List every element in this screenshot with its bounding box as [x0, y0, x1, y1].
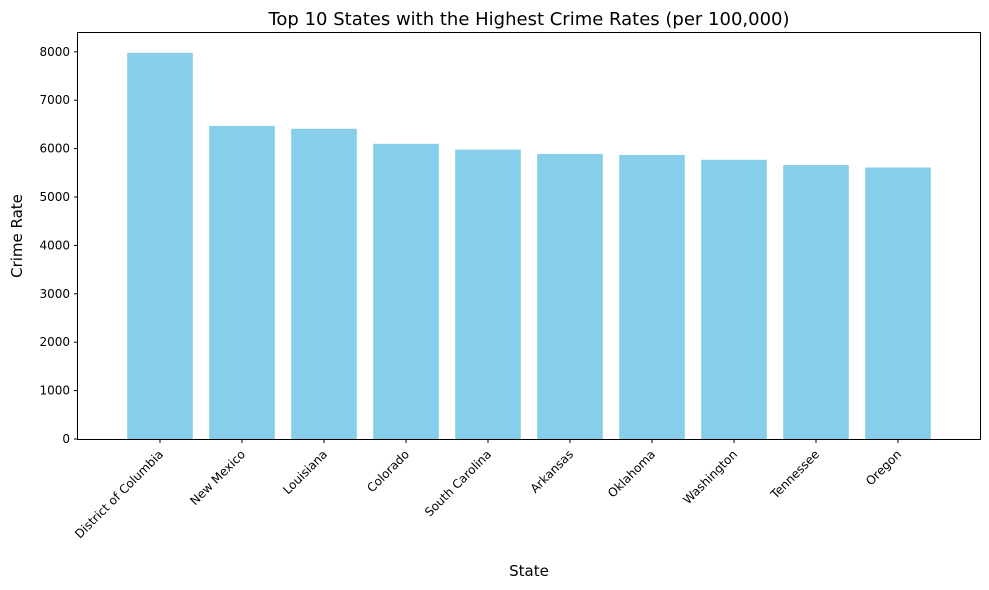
bar-district-of-columbia	[127, 52, 193, 439]
bar-arkansas	[537, 153, 603, 439]
bar-new-mexico	[209, 125, 275, 440]
x-tick-label: South Carolina	[422, 447, 494, 519]
y-tick-label: 2000	[39, 335, 70, 349]
bar-oregon	[865, 167, 931, 440]
bar-colorado	[373, 143, 439, 439]
x-tick-label: New Mexico	[187, 447, 248, 508]
y-tick-label: 7000	[39, 93, 70, 107]
bar-oklahoma	[619, 154, 685, 439]
y-tick-label: 1000	[39, 384, 70, 398]
y-tick-label: 4000	[39, 238, 70, 252]
y-tick-label: 6000	[39, 142, 70, 156]
x-tick-label: Tennessee	[767, 447, 822, 502]
x-tick-label: Oklahoma	[605, 447, 658, 500]
bar-tennessee	[783, 165, 849, 439]
x-tick-label: Colorado	[364, 447, 412, 495]
y-tick-label: 3000	[39, 287, 70, 301]
x-tick-label: Louisiana	[280, 447, 330, 497]
plot-frame	[77, 32, 981, 440]
bar-washington	[701, 159, 767, 439]
bar-louisiana	[291, 128, 357, 439]
y-tick-label: 0	[62, 432, 70, 446]
y-tick-label: 8000	[39, 45, 70, 59]
x-axis: District of Columbia New Mexico Louisiana C…	[72, 439, 904, 541]
x-tick-label: District of Columbia	[72, 447, 166, 541]
bar-south-carolina	[455, 149, 521, 439]
bars-layer	[127, 52, 931, 440]
chart-title: Top 10 States with the Highest Crime Rat…	[267, 9, 789, 30]
x-axis-label: State	[509, 562, 549, 580]
y-axis-label: Crime Rate	[8, 194, 26, 278]
x-tick-label: Washington	[680, 447, 740, 507]
x-tick-label: Arkansas	[528, 447, 577, 496]
y-axis: 0 1000 2000 3000 4000 5000 6000 7000 8000	[39, 45, 78, 446]
y-tick-label: 5000	[39, 190, 70, 204]
x-tick-label: Oregon	[863, 447, 904, 488]
